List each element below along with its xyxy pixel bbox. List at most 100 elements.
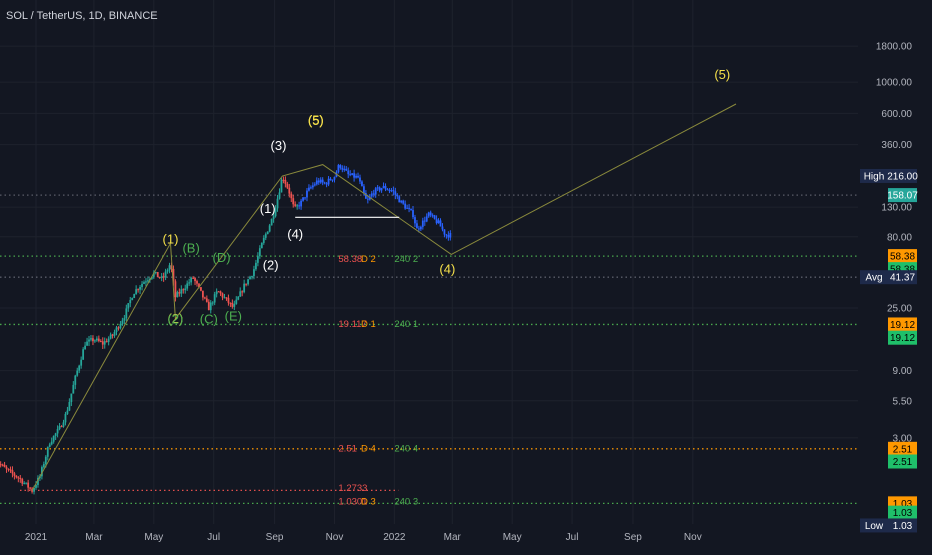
y-tick-label: 600.00 bbox=[881, 109, 912, 120]
x-tick-label: May bbox=[144, 532, 163, 543]
wave-label: (2) bbox=[167, 312, 183, 327]
candle-body bbox=[145, 281, 147, 283]
candle-body bbox=[17, 477, 20, 479]
candle-body bbox=[351, 173, 354, 175]
candle-body bbox=[278, 192, 281, 199]
candle-body bbox=[141, 283, 143, 287]
candle-body bbox=[72, 384, 75, 394]
wave-label: (2) bbox=[263, 257, 279, 272]
candle-body bbox=[196, 281, 198, 284]
candle-body bbox=[311, 185, 314, 188]
candle-body bbox=[68, 402, 71, 411]
candle-body bbox=[364, 192, 367, 199]
x-tick-label: Mar bbox=[85, 532, 103, 543]
price-tag-box bbox=[888, 330, 917, 345]
candle-body bbox=[302, 197, 304, 201]
x-tick-label: Jul bbox=[207, 532, 220, 543]
candle-body bbox=[425, 216, 428, 222]
level-stat-label: D 3 bbox=[361, 497, 376, 508]
candle-body bbox=[347, 170, 350, 175]
candle-body bbox=[37, 477, 39, 485]
candle-body bbox=[219, 291, 222, 294]
candle-body bbox=[337, 165, 340, 173]
candle-body bbox=[308, 187, 310, 191]
price-tag-box bbox=[888, 270, 917, 285]
candle-body bbox=[172, 269, 175, 282]
y-tick-label: 25.00 bbox=[887, 304, 912, 315]
candle-body bbox=[370, 193, 373, 197]
candle-body bbox=[304, 197, 306, 199]
candle-body bbox=[323, 182, 326, 184]
candle-body bbox=[176, 292, 179, 298]
candle-body bbox=[410, 208, 412, 211]
price-tag-value: 1.03 bbox=[893, 521, 913, 532]
candle-body bbox=[133, 294, 136, 299]
candle-body bbox=[380, 188, 383, 191]
price-tag-value: 58.38 bbox=[890, 265, 915, 276]
price-tag-value: 19.12 bbox=[890, 333, 915, 344]
candle-body bbox=[378, 187, 381, 191]
candle-body bbox=[203, 297, 206, 299]
wave-label: (D) bbox=[213, 250, 231, 265]
candle-body bbox=[152, 272, 155, 277]
candle-body bbox=[80, 359, 83, 366]
candle-body bbox=[343, 168, 346, 170]
candle-body bbox=[284, 179, 287, 184]
candle-body bbox=[62, 422, 65, 427]
candle-body bbox=[382, 185, 385, 189]
candle-body bbox=[202, 290, 204, 298]
candle-body bbox=[198, 283, 200, 288]
candle-body bbox=[433, 215, 436, 219]
price-tag-value: 58.38 bbox=[890, 252, 915, 263]
candle-body bbox=[427, 212, 430, 217]
candle-body bbox=[58, 426, 61, 430]
candle-body bbox=[398, 196, 401, 203]
axis-tag-caption-box bbox=[860, 168, 888, 183]
candle-body bbox=[247, 279, 249, 285]
price-tag-box bbox=[888, 441, 917, 456]
candle-body bbox=[103, 341, 106, 345]
candle-body bbox=[372, 193, 375, 195]
candle-body bbox=[276, 198, 279, 209]
wave-label: (3) bbox=[271, 138, 287, 153]
candle-body bbox=[447, 235, 450, 238]
candle-body bbox=[384, 185, 387, 190]
candle-body bbox=[158, 277, 161, 279]
x-tick-label: Jul bbox=[566, 532, 579, 543]
candle-body bbox=[341, 167, 344, 170]
x-tick-label: Mar bbox=[444, 532, 462, 543]
candle-body bbox=[386, 189, 389, 191]
wave-label: (1) bbox=[260, 201, 276, 216]
candle-body bbox=[129, 300, 132, 304]
candle-body bbox=[42, 464, 45, 468]
wave-label: (5) bbox=[308, 113, 324, 128]
candle-body bbox=[256, 256, 259, 263]
candle-body bbox=[1, 464, 4, 466]
candle-body bbox=[211, 302, 214, 304]
candle-body bbox=[107, 338, 110, 342]
price-tag-value: 216.00 bbox=[887, 171, 918, 182]
candle-body bbox=[429, 212, 432, 216]
candle-body bbox=[325, 183, 328, 185]
level-stat-label: 240 3 bbox=[394, 497, 418, 508]
y-tick-label: 360.00 bbox=[881, 140, 912, 151]
candle-body bbox=[435, 218, 438, 224]
candle-body bbox=[78, 365, 81, 371]
x-tick-label: May bbox=[503, 532, 522, 543]
candle-body bbox=[200, 287, 202, 291]
axis-tag-caption: Low bbox=[865, 521, 884, 532]
axis-tag-caption-box bbox=[860, 270, 888, 285]
candle-body bbox=[205, 298, 208, 302]
candle-body bbox=[119, 324, 122, 329]
candle-body bbox=[25, 482, 28, 484]
candle-body bbox=[111, 334, 114, 336]
price-tag-box bbox=[888, 518, 917, 533]
candle-body bbox=[101, 341, 104, 345]
candle-body bbox=[394, 191, 397, 195]
candle-body bbox=[123, 318, 126, 321]
candle-body bbox=[225, 297, 228, 299]
candle-body bbox=[217, 291, 220, 293]
candle-body bbox=[182, 289, 185, 291]
